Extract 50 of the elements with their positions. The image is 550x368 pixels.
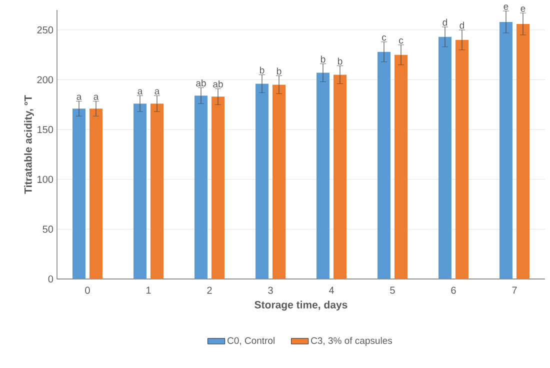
x-tick-label: 6 xyxy=(451,286,456,294)
legend-label: C3, 3% of capsules xyxy=(311,337,392,346)
bar xyxy=(499,22,512,279)
y-tick-label: 100 xyxy=(38,176,54,183)
bar xyxy=(134,104,146,279)
x-tick-label: 0 xyxy=(85,286,90,294)
annotation: ab xyxy=(213,80,223,88)
bar xyxy=(516,24,530,279)
bar xyxy=(455,40,468,279)
x-axis-title: Storage time, days xyxy=(254,300,348,311)
x-tick-label: 2 xyxy=(207,286,212,294)
bar xyxy=(377,52,390,279)
bar xyxy=(72,108,86,279)
y-tick-label: 150 xyxy=(38,126,54,134)
annotation: a xyxy=(94,94,99,100)
x-tick-label: 5 xyxy=(390,286,395,294)
annotation: d xyxy=(460,22,464,29)
annotation: b xyxy=(338,58,342,65)
annotation: a xyxy=(154,89,160,94)
bar xyxy=(150,104,164,279)
y-axis-title: Titratable acidity, °T xyxy=(24,95,34,194)
annotation: b xyxy=(320,56,326,63)
annotation: a xyxy=(138,89,143,94)
y-tick-label: 200 xyxy=(37,76,54,84)
annotation: c xyxy=(399,38,404,44)
bar xyxy=(333,74,346,279)
annotation: e xyxy=(520,6,526,12)
bar xyxy=(438,36,452,279)
annotation: ab xyxy=(196,80,206,87)
bar xyxy=(316,72,330,279)
bar xyxy=(272,84,286,279)
legend-label: C0, Control xyxy=(228,337,274,346)
annotation: d xyxy=(442,18,448,26)
annotation: e xyxy=(504,4,508,10)
bar xyxy=(90,108,102,279)
x-tick-label: 7 xyxy=(512,286,517,294)
bar xyxy=(212,96,224,279)
y-tick-label: 50 xyxy=(42,226,54,233)
annotation: a xyxy=(76,94,82,100)
annotation: b xyxy=(276,68,282,75)
bar xyxy=(194,96,208,279)
x-tick-label: 3 xyxy=(268,286,273,294)
bar xyxy=(394,54,408,279)
x-tick-label: 4 xyxy=(328,286,334,294)
bar xyxy=(255,84,268,279)
annotation: c xyxy=(382,35,386,41)
y-tick-label: 0 xyxy=(48,275,54,283)
y-tick-label: 250 xyxy=(37,26,54,34)
annotation: b xyxy=(260,66,264,74)
x-tick-label: 1 xyxy=(146,286,151,294)
